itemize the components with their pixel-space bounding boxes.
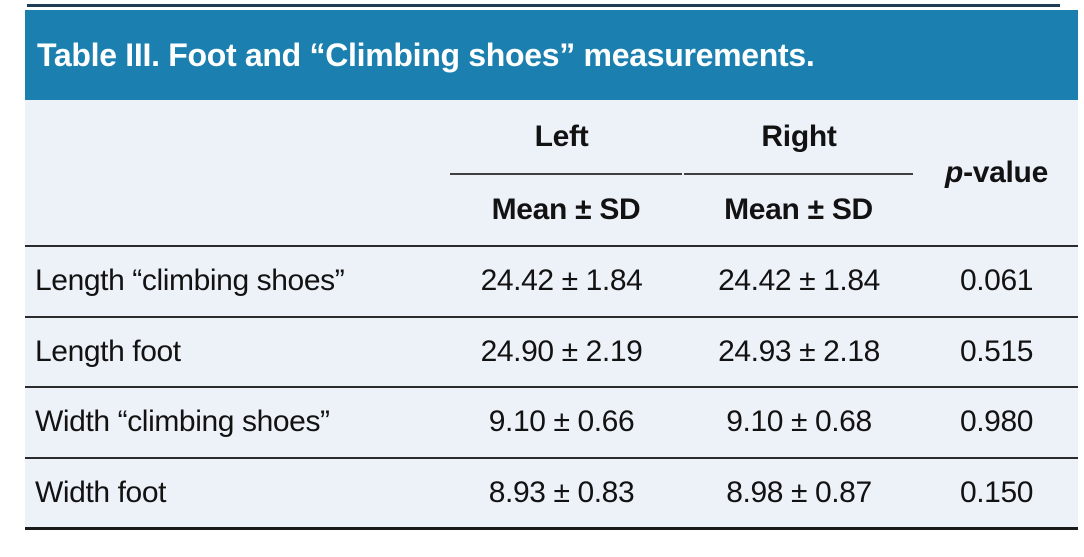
p-value-italic-p: p	[945, 155, 964, 189]
row-right-value: 24.93 ± 2.18	[718, 334, 880, 368]
table-row: Width “climbing shoes” 9.10 ± 0.66 9.10 …	[25, 386, 1078, 457]
p-value-rest: -value	[963, 155, 1048, 189]
row-p-value: 0.515	[959, 334, 1034, 368]
header-p-value: p -value	[915, 100, 1078, 245]
table-header: Left Right Mean ± SD Mean ± SD p -value	[25, 100, 1078, 245]
table-row: Length “climbing shoes” 24.42 ± 1.84 24.…	[25, 245, 1078, 316]
top-rule	[27, 4, 1060, 7]
row-left-value: 24.42 ± 1.84	[480, 264, 643, 298]
header-group-columns: Left Right Mean ± SD Mean ± SD	[440, 100, 915, 245]
row-p-value: 0.980	[959, 405, 1034, 439]
row-label: Width foot	[35, 475, 167, 509]
row-p-value: 0.061	[959, 264, 1034, 298]
header-subrow: Mean ± SD Mean ± SD	[440, 173, 915, 245]
row-right-value: 9.10 ± 0.68	[726, 405, 872, 439]
header-left: Left	[534, 119, 589, 153]
row-left-value: 9.10 ± 0.66	[488, 405, 635, 439]
row-left-value: 8.93 ± 0.83	[488, 475, 635, 509]
row-left-value: 24.90 ± 2.19	[480, 334, 643, 368]
header-right-mean-sd: Mean ± SD	[684, 173, 913, 245]
table-title: Table III. Foot and “Climbing shoes” mea…	[37, 36, 815, 73]
row-label: Width “climbing shoes”	[35, 405, 330, 439]
header-label-spacer	[25, 100, 440, 245]
table-row: Length foot 24.90 ± 2.19 24.93 ± 2.18 0.…	[25, 315, 1078, 387]
row-label: Length foot	[35, 334, 181, 368]
header-group-row: Left Right	[440, 100, 915, 173]
table-body: Left Right Mean ± SD Mean ± SD p -value L…	[25, 100, 1078, 530]
row-p-value: 0.150	[959, 475, 1034, 509]
table-title-bar: Table III. Foot and “Climbing shoes” mea…	[25, 10, 1078, 100]
row-right-value: 24.42 ± 1.84	[718, 264, 880, 298]
row-right-value: 8.98 ± 0.87	[726, 475, 872, 509]
table-row: Width foot 8.93 ± 0.83 8.98 ± 0.87 0.150	[25, 456, 1078, 528]
row-label: Length “climbing shoes”	[35, 264, 345, 298]
header-left-mean-sd: Mean ± SD	[450, 173, 682, 245]
header-right: Right	[761, 119, 837, 153]
